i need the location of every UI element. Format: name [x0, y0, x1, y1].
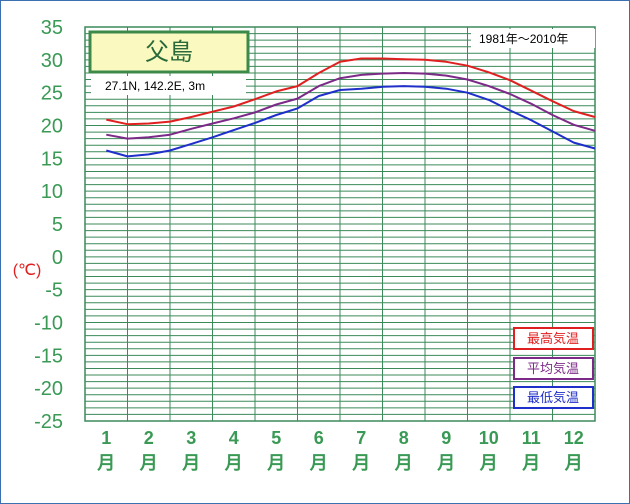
location-box: 27.1N, 142.2E, 3m	[91, 76, 246, 95]
legend-box	[513, 357, 594, 380]
y-tick-label: 10	[41, 181, 63, 203]
chart-title: 父島	[145, 39, 193, 66]
x-tick-unit: 月	[564, 453, 583, 473]
y-tick-label: 35	[41, 17, 63, 39]
location-info: 27.1N, 142.2E, 3m	[105, 79, 205, 93]
x-tick-label: 3	[186, 428, 196, 448]
x-tick-unit: 月	[309, 453, 328, 473]
x-tick-label: 2	[144, 428, 154, 448]
x-tick-unit: 月	[266, 453, 285, 473]
x-tick-unit: 月	[351, 453, 370, 473]
y-axis-unit-label: (℃)	[13, 262, 42, 279]
gridlines	[84, 26, 596, 422]
title-box: 父島	[88, 30, 250, 74]
y-tick-label: 25	[41, 83, 63, 105]
x-tick-unit: 月	[181, 453, 200, 473]
x-tick-label: 12	[564, 428, 584, 448]
x-tick-unit: 月	[479, 453, 498, 473]
y-tick-label: -15	[34, 345, 63, 367]
x-tick-label: 4	[229, 428, 239, 448]
legend-box	[513, 386, 594, 409]
legend-label: 最低気温	[527, 390, 579, 405]
x-tick-label: 9	[441, 428, 451, 448]
period-label: 1981年〜2010年	[479, 32, 568, 46]
x-tick-label: 5	[271, 428, 281, 448]
y-tick-label: -20	[34, 378, 63, 400]
legend-box	[513, 327, 594, 350]
x-tick-label: 6	[314, 428, 324, 448]
x-tick-unit: 月	[96, 453, 115, 473]
x-tick-unit: 月	[139, 453, 158, 473]
y-tick-label: 30	[41, 50, 63, 72]
x-tick-unit: 月	[394, 453, 413, 473]
y-tick-label: -10	[34, 313, 63, 335]
y-tick-label: 0	[52, 247, 63, 269]
x-tick-unit: 月	[436, 453, 455, 473]
series-line	[106, 57, 596, 126]
x-tick-label: 8	[399, 428, 409, 448]
x-tick-label: 11	[522, 428, 541, 448]
y-tick-label: -25	[34, 411, 63, 433]
series-line	[106, 85, 596, 158]
y-tick-label: 5	[52, 214, 63, 236]
x-tick-label: 7	[356, 428, 366, 448]
x-tick-unit: 月	[521, 453, 540, 473]
period-box: 1981年〜2010年	[471, 29, 595, 48]
y-tick-label: -5	[45, 280, 63, 302]
x-tick-label: 10	[479, 428, 499, 448]
legend-label: 平均気温	[527, 361, 579, 376]
x-tick-label: 1	[101, 428, 111, 448]
y-tick-label: 20	[41, 116, 63, 138]
series-line	[106, 72, 596, 140]
x-tick-unit: 月	[224, 453, 243, 473]
axis-ticks: 35 30 25 20 15 10 5 0 -5 -10 -15 -20 -25 1 月 2 月 3 月 4 月 5 月 6 月…	[34, 17, 584, 473]
legend-label: 最高気温	[527, 331, 579, 346]
plot-border	[84, 26, 596, 422]
series-lines	[106, 57, 596, 158]
y-tick-label: 15	[41, 148, 63, 170]
